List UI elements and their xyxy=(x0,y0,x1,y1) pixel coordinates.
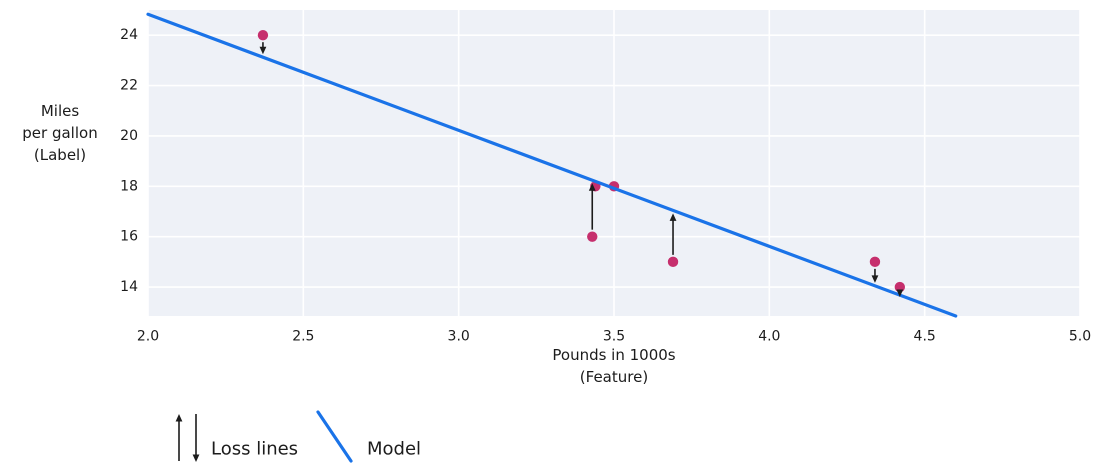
x-axis-label: Pounds in 1000s (Feature) xyxy=(552,346,675,386)
legend-label-model: Model xyxy=(367,439,421,460)
y-tick-label: 24 xyxy=(120,27,138,43)
loss-arrow-head xyxy=(588,183,596,191)
legend-model-line xyxy=(316,410,353,463)
x-tick-label: 2.5 xyxy=(292,329,314,345)
y-tick-label: 14 xyxy=(120,279,138,295)
y-tick-label: 18 xyxy=(120,178,138,194)
legend-up-arrow-head xyxy=(175,414,183,422)
loss-arrow-head xyxy=(871,275,879,283)
loss-arrows-icon xyxy=(175,414,200,462)
x-axis-label-line: (Feature) xyxy=(580,368,648,386)
y-tick-label: 20 xyxy=(120,128,138,144)
y-axis-label-line: (Label) xyxy=(34,146,86,164)
data-point xyxy=(869,256,881,268)
y-axis-label-line: per gallon xyxy=(22,124,97,142)
y-axis-label-line: Miles xyxy=(41,102,80,120)
x-tick-label: 4.0 xyxy=(758,329,780,345)
chart-layers: 2.0 2.5 3.0 3.5 4.0 4.5 5.0 14 16 18 20 22 24 xyxy=(120,10,1091,345)
data-point xyxy=(257,29,269,41)
x-axis-label-line: Pounds in 1000s xyxy=(552,346,675,364)
x-tick-labels: 2.0 2.5 3.0 3.5 4.0 4.5 5.0 xyxy=(137,329,1091,345)
loss-arrow-head xyxy=(259,46,267,55)
y-tick-label: 16 xyxy=(120,229,138,245)
legend-label-loss-lines: Loss lines xyxy=(211,439,298,460)
y-tick-label: 22 xyxy=(120,78,138,94)
chart-legend: Loss lines Model xyxy=(175,410,421,463)
loss-arrow-head xyxy=(669,213,677,221)
loss-arrow-head xyxy=(896,289,904,298)
model-line-icon xyxy=(316,410,353,463)
x-tick-label: 3.5 xyxy=(603,329,625,345)
loss-arrows xyxy=(259,42,904,298)
legend-down-arrow-head xyxy=(192,454,200,462)
model-line xyxy=(146,12,958,318)
data-point xyxy=(667,256,679,268)
x-tick-label: 3.0 xyxy=(448,329,470,345)
y-axis-label: Miles per gallon (Label) xyxy=(22,102,97,164)
data-point xyxy=(587,231,598,242)
x-tick-label: 4.5 xyxy=(914,329,936,345)
y-tick-labels: 14 16 18 20 22 24 xyxy=(120,27,138,295)
x-tick-label: 2.0 xyxy=(137,329,159,345)
x-tick-label: 5.0 xyxy=(1069,329,1091,345)
